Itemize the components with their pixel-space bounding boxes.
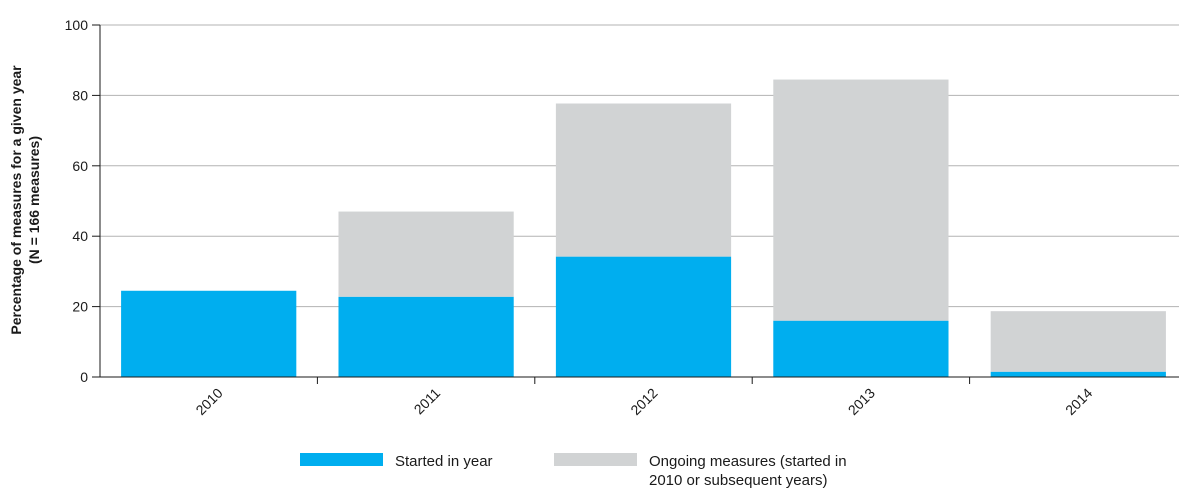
x-tick-label-2011: 2011 <box>411 385 444 418</box>
legend-label-started: Started in year <box>395 452 493 471</box>
y-tick-label-0: 0 <box>80 369 88 385</box>
x-tick-label-2012: 2012 <box>627 385 660 418</box>
legend-label-ongoing: Ongoing measures (started in 2010 or sub… <box>649 452 847 490</box>
bar-2012-ongoing <box>556 103 731 256</box>
x-tick-label-2010: 2010 <box>192 385 225 418</box>
chart-legend: Started in year Ongoing measures (starte… <box>300 452 1000 494</box>
bar-2013-started <box>773 321 948 377</box>
bar-2013-ongoing <box>773 80 948 321</box>
x-tick-label-2014: 2014 <box>1062 385 1095 418</box>
bar-2014-started <box>991 372 1166 377</box>
y-axis-title: Percentage of measures for a given year … <box>8 65 42 335</box>
legend-swatch-ongoing <box>554 453 637 466</box>
y-tick-label-40: 40 <box>72 228 88 244</box>
y-axis-title-line-2: (N = 166 measures) <box>26 136 42 264</box>
y-tick-label-100: 100 <box>65 17 89 33</box>
bar-2011-ongoing <box>338 212 513 297</box>
stacked-bar-chart: 0 20 40 60 80 100 2010 2011 2012 2013 2014 Percent… <box>0 0 1179 452</box>
y-tick-label-60: 60 <box>72 158 88 174</box>
bars <box>121 80 1166 377</box>
bar-2010-started <box>121 291 296 377</box>
y-tick-label-80: 80 <box>72 87 88 103</box>
legend-item-started: Started in year <box>300 452 493 471</box>
legend-label-ongoing-line-1: Ongoing measures (started in <box>649 452 847 471</box>
bar-2011-started <box>338 297 513 377</box>
legend-item-ongoing: Ongoing measures (started in 2010 or sub… <box>554 452 847 490</box>
y-axis-title-line-1: Percentage of measures for a given year <box>8 65 24 335</box>
y-tick-label-20: 20 <box>72 299 88 315</box>
bar-2012-started <box>556 257 731 377</box>
legend-label-ongoing-line-2: 2010 or subsequent years) <box>649 471 847 490</box>
bar-2014-ongoing <box>991 311 1166 372</box>
x-tick-label-2013: 2013 <box>845 385 878 418</box>
legend-swatch-started <box>300 453 383 466</box>
